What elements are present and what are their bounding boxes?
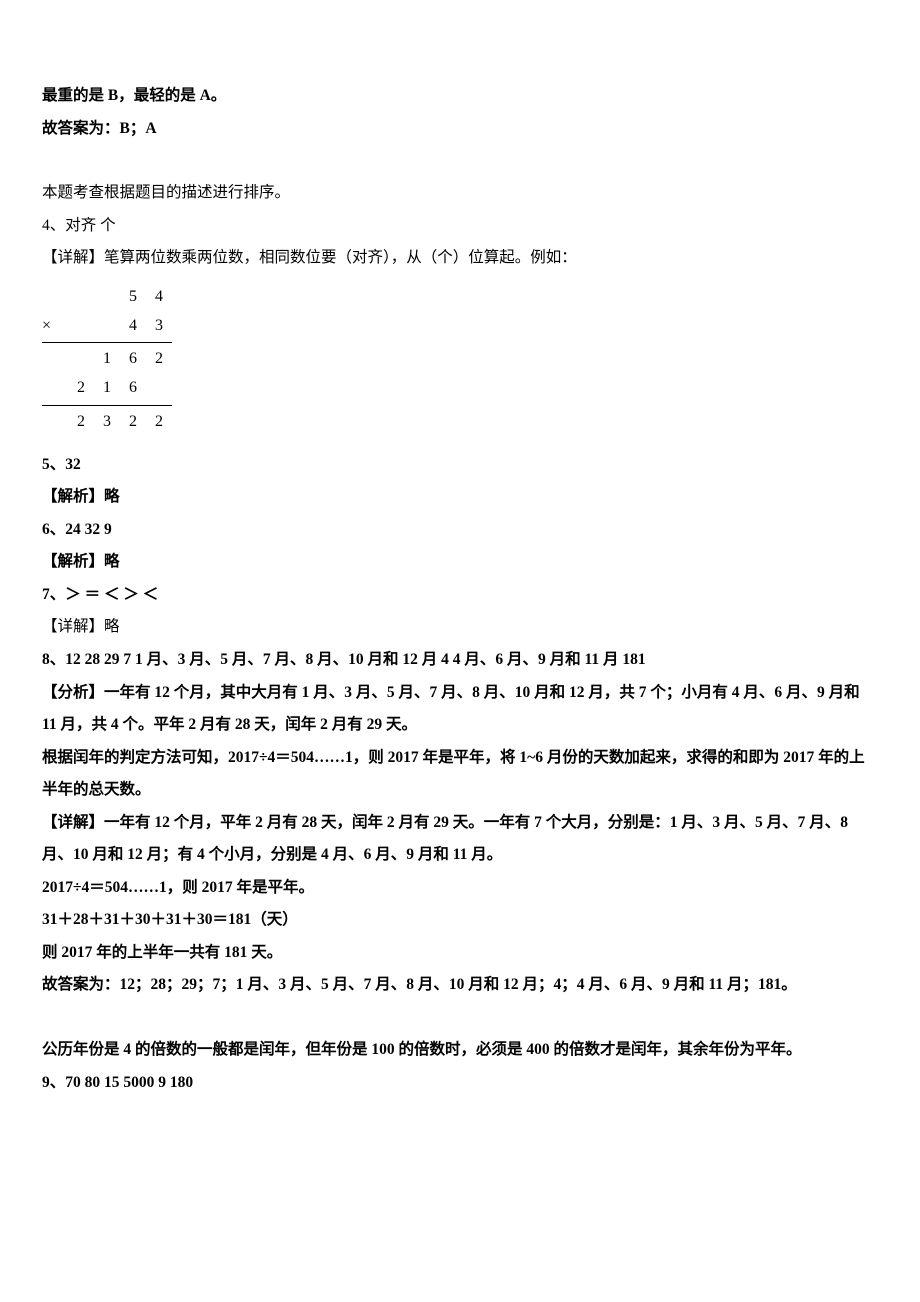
mult-cell	[42, 374, 68, 403]
line-q4-detail: 【详解】笔算两位数乘两位数，相同数位要（对齐），从（个）位算起。例如：	[42, 242, 878, 275]
mult-cell	[68, 283, 94, 312]
line-leap-rule: 公历年份是 4 的倍数的一般都是闰年，但年份是 100 的倍数时，必须是 400…	[42, 1034, 878, 1067]
mult-cell: 3	[146, 312, 172, 341]
line-q4: 4、对齐 个	[42, 210, 878, 243]
mult-cell: 1	[94, 374, 120, 403]
multiplication-layout: 5 4 × 4 3 1 6 2 2 1 6 2 3 2 2	[42, 283, 878, 437]
mult-cell	[42, 345, 68, 374]
mult-cell: 4	[120, 312, 146, 341]
line-q5: 5、32	[42, 449, 878, 482]
line-q8-calc-2: 31＋28＋31＋30＋31＋30＝181（天）	[42, 904, 878, 937]
mult-cell	[42, 283, 68, 312]
mult-rule	[42, 405, 172, 406]
line-q5-analysis: 【解析】略	[42, 481, 878, 514]
mult-cell: 4	[146, 283, 172, 312]
mult-cell: 6	[120, 374, 146, 403]
mult-cell: 1	[94, 345, 120, 374]
line-q8-detail: 【详解】一年有 12 个月，平年 2 月有 28 天，闰年 2 月有 29 天。…	[42, 807, 878, 872]
line-q8-analysis-1: 【分析】一年有 12 个月，其中大月有 1 月、3 月、5 月、7 月、8 月、…	[42, 677, 878, 742]
mult-cell: 3	[94, 408, 120, 437]
line-answer-ba: 故答案为：B；A	[42, 113, 878, 146]
mult-cell: 2	[146, 408, 172, 437]
mult-cell	[146, 374, 172, 403]
line-q7-detail: 【详解】略	[42, 611, 878, 644]
mult-cell: 2	[120, 408, 146, 437]
mult-cell: 5	[120, 283, 146, 312]
mult-symbol: ×	[42, 312, 68, 341]
line-q8-analysis-2: 根据闰年的判定方法可知，2017÷4＝504……1，则 2017 年是平年，将 …	[42, 742, 878, 807]
line-q8-answer: 故答案为：12；28；29；7；1 月、3 月、5 月、7 月、8 月、10 月…	[42, 969, 878, 1002]
mult-cell: 2	[146, 345, 172, 374]
mult-rule	[42, 342, 172, 343]
line-topic-sort: 本题考查根据题目的描述进行排序。	[42, 177, 878, 210]
mult-cell	[42, 408, 68, 437]
line-q8: 8、12 28 29 7 1 月、3 月、5 月、7 月、8 月、10 月和 1…	[42, 644, 878, 677]
line-heaviest-lightest: 最重的是 B，最轻的是 A。	[42, 80, 878, 113]
mult-cell: 6	[120, 345, 146, 374]
line-q6: 6、24 32 9	[42, 514, 878, 547]
mult-cell	[68, 312, 94, 341]
line-q8-calc-1: 2017÷4＝504……1，则 2017 年是平年。	[42, 872, 878, 905]
line-q6-analysis: 【解析】略	[42, 546, 878, 579]
mult-cell: 2	[68, 374, 94, 403]
mult-cell	[94, 283, 120, 312]
mult-cell: 2	[68, 408, 94, 437]
line-q8-result: 则 2017 年的上半年一共有 181 天。	[42, 937, 878, 970]
line-q9: 9、70 80 15 5000 9 180	[42, 1067, 878, 1100]
mult-cell	[68, 345, 94, 374]
mult-cell	[94, 312, 120, 341]
line-q7: 7、＞ ＝ ＜ ＞ ＜	[42, 579, 878, 612]
